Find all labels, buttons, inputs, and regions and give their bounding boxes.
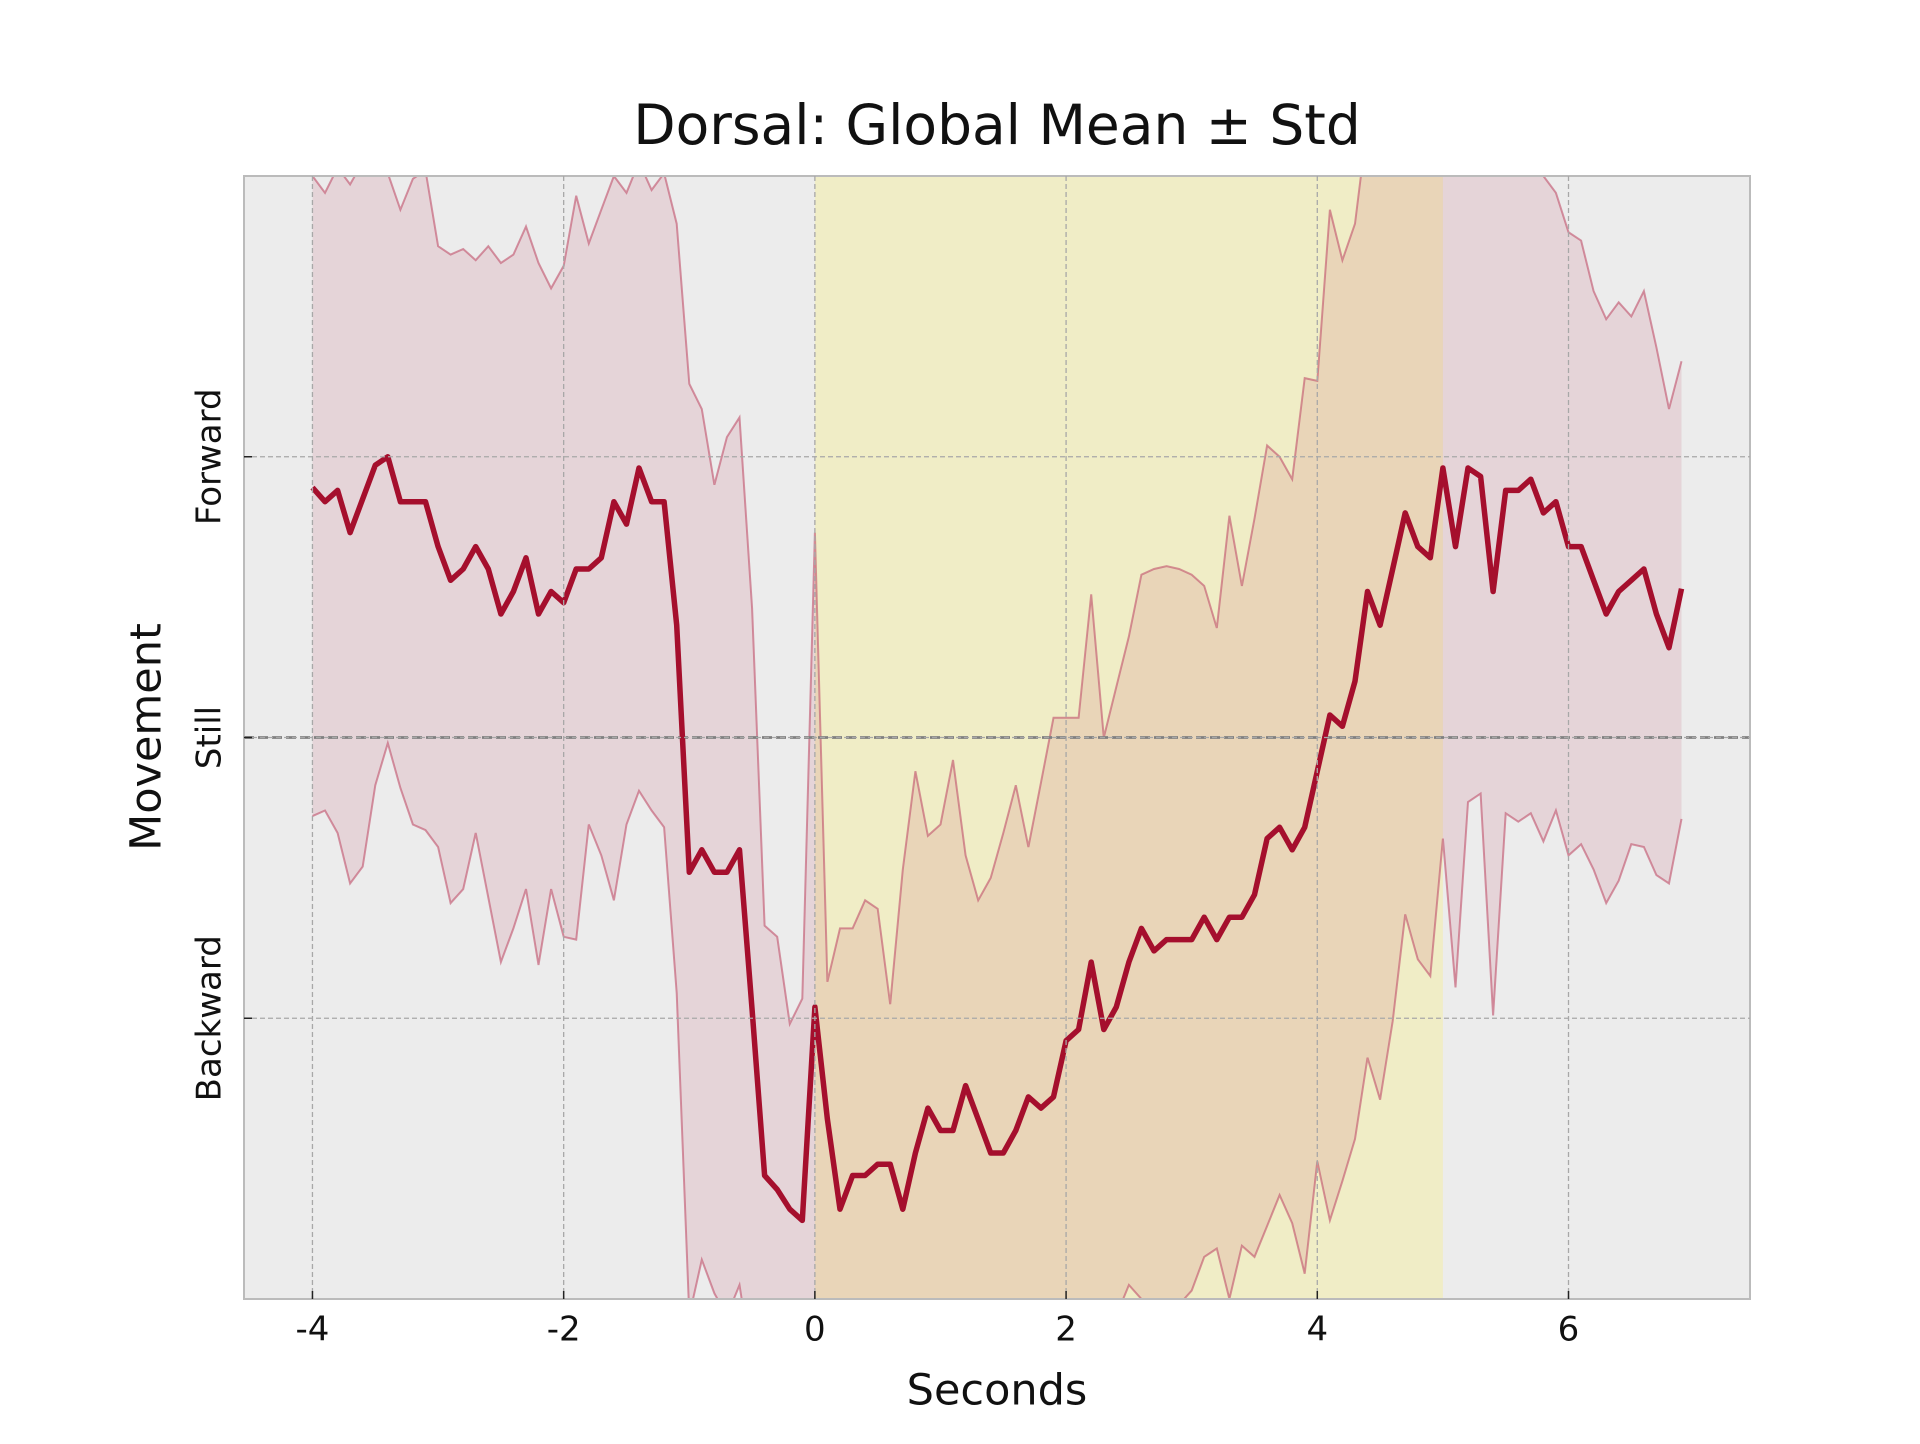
y-axis-label: Movement: [122, 623, 172, 851]
band-lower-edge: [312, 739, 1683, 1299]
y-tick-label: Backward: [190, 935, 230, 1101]
mean-line: [310, 454, 1685, 1224]
y-tick-label: Still: [190, 706, 230, 769]
x-axis-label: Seconds: [907, 1366, 1088, 1416]
x-tick-label: -2: [547, 1310, 581, 1350]
x-tick-label: 6: [1558, 1310, 1580, 1350]
band-upper-edge: [311, 176, 1683, 1028]
x-tick-label: 2: [1055, 1310, 1077, 1350]
x-tick-label: 0: [804, 1310, 826, 1350]
chart-title: Dorsal: Global Mean ± Std: [633, 93, 1361, 157]
x-tick-label: 4: [1306, 1310, 1328, 1350]
x-tick-label: -4: [296, 1310, 330, 1350]
y-tick-label: Forward: [190, 388, 230, 525]
